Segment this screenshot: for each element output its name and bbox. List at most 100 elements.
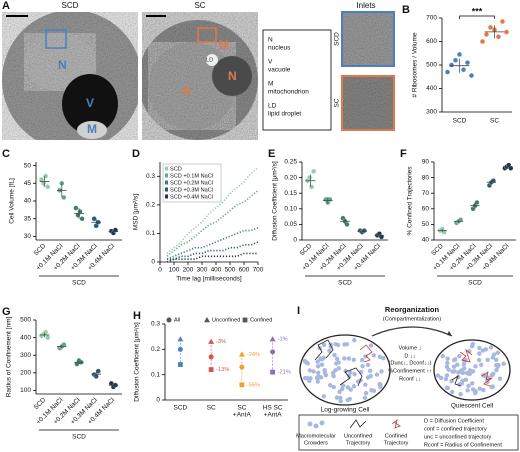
x-tick-label: 300: [197, 267, 208, 274]
y-tick-label: 400: [426, 85, 437, 92]
legend-swatch: [165, 173, 168, 178]
crowder: [331, 384, 336, 390]
y-tick-label: 45: [24, 180, 32, 187]
crowder: [377, 381, 383, 387]
confined-trajectory: [359, 344, 373, 363]
legend-text: Trajectory: [384, 440, 409, 446]
crowder: [473, 364, 478, 369]
y-tick-label: 0.25: [284, 159, 297, 166]
crowder: [377, 354, 383, 360]
data-point: [487, 24, 494, 30]
nucleus: [24, 33, 96, 91]
crowder: [495, 350, 501, 356]
legend-abbr: V: [268, 59, 273, 66]
legend-label: SCD +0.4M NaCl: [170, 194, 213, 200]
legend-crowder: [307, 421, 313, 427]
crowder: [453, 357, 458, 362]
crowder: [445, 356, 450, 361]
crowder: [445, 360, 450, 366]
y-tick-label: 400: [20, 334, 31, 341]
legend-label: Confined: [250, 317, 272, 323]
legend-swatch: [165, 180, 168, 185]
crowder: [352, 338, 357, 343]
legend-text: Unconfined: [344, 433, 372, 439]
data-point: [45, 335, 51, 341]
y-tick-label: 0: [156, 397, 160, 404]
y-tick-label: 30: [24, 233, 32, 240]
y-tick-label: 90: [422, 159, 430, 166]
significance: ***: [472, 6, 483, 16]
lipid-droplet: [206, 54, 218, 66]
organelle-label: M: [219, 38, 229, 52]
arrowhead: [447, 331, 452, 336]
inlet-box: [197, 27, 217, 43]
y-tick-label: 0.2: [146, 202, 155, 209]
legend-confined: [391, 418, 401, 429]
panel-i: I Reorganization (Compartmentalization) …: [296, 305, 519, 451]
crowder: [457, 353, 462, 359]
group-label: SCD: [468, 280, 482, 287]
crowder: [321, 342, 327, 347]
y-tick-label: 300: [426, 109, 437, 116]
crowder: [450, 369, 455, 374]
y-tick-label: 700: [426, 15, 437, 22]
crowder: [443, 376, 449, 382]
legend-abbr: N: [268, 37, 273, 44]
data-point: [327, 196, 333, 202]
crowder: [307, 368, 312, 373]
crowder: [302, 358, 308, 364]
data-point: [311, 168, 317, 174]
crowder: [335, 342, 341, 348]
legend-name: mitochondrion: [268, 89, 309, 96]
legend-label: SCD: [170, 166, 182, 172]
crowder: [501, 361, 506, 367]
panel-label: A: [2, 0, 10, 12]
y-tick-label: 0.10: [284, 206, 297, 213]
inlet-box: [45, 29, 67, 49]
crowder: [449, 378, 454, 384]
crowder: [455, 362, 460, 367]
legend-name: lipid droplet: [268, 111, 301, 118]
y-axis-label: Diffusion Coefficient [μm²/s]: [134, 322, 141, 402]
inlet-frame: [341, 75, 395, 131]
crowder: [333, 368, 338, 373]
data-point: [361, 228, 367, 234]
data-point: [460, 67, 467, 73]
crowder: [371, 388, 377, 394]
crowder: [362, 395, 368, 401]
data-point: [448, 62, 455, 68]
crowder: [477, 351, 482, 356]
definition: unc = unconfined trajectory: [424, 434, 492, 440]
panel-label: B: [402, 4, 410, 16]
y-tick-label: 500: [426, 62, 437, 69]
annotation: -1%: [278, 337, 288, 343]
legend-label: All: [174, 317, 180, 323]
organelle-label: LD: [206, 57, 213, 63]
crowder: [440, 353, 445, 359]
panel-label: F: [400, 148, 407, 160]
crowder: [367, 368, 373, 374]
y-tick-label: 0.15: [284, 190, 297, 197]
annotation: -21%: [278, 370, 291, 376]
legend-text: Confined: [385, 433, 407, 439]
data-point: [474, 200, 480, 206]
data-point: [208, 354, 214, 360]
crowder: [459, 381, 465, 386]
cell-label: Log-growing Cell: [321, 407, 370, 414]
y-tick-label: 40: [422, 237, 430, 244]
crowder: [351, 384, 357, 389]
series-line: [166, 189, 259, 257]
y-tick-label: 300: [20, 352, 31, 359]
crowder: [327, 382, 333, 388]
confined-trajectory: [481, 371, 493, 387]
legend-abbr: LD: [268, 103, 277, 110]
legend-swatch: [165, 166, 168, 171]
data-point: [307, 175, 313, 181]
panel-label: D: [132, 148, 140, 160]
definition: D = Diffusion Coefficient: [424, 418, 484, 424]
crowder: [470, 381, 475, 386]
data-point: [204, 317, 210, 323]
vacuole: [62, 74, 118, 134]
data-point: [468, 73, 475, 79]
